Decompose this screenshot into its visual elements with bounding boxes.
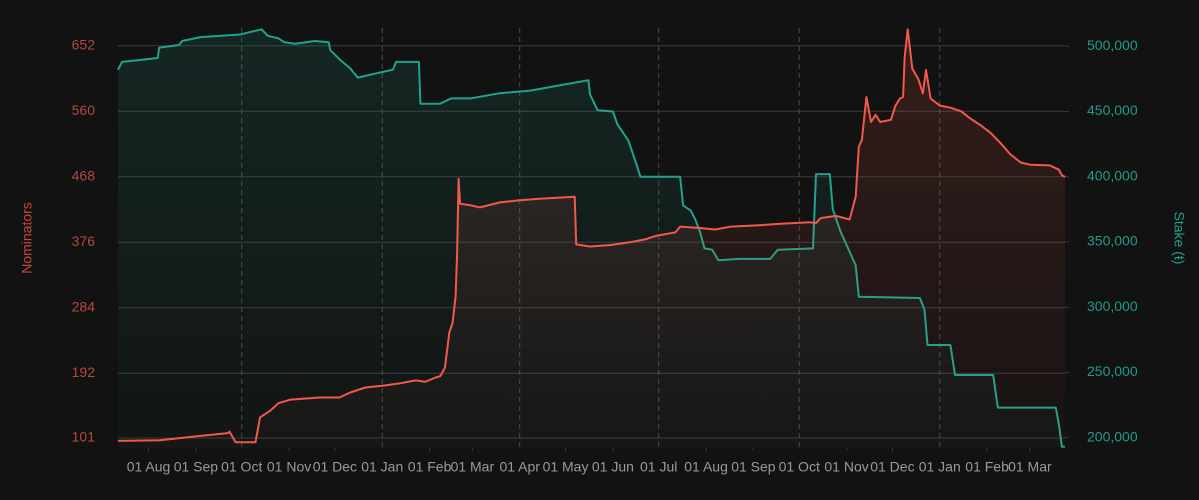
x-tick-label: 01 Nov (267, 459, 311, 475)
x-tick-label: 01 Jul (640, 459, 677, 475)
y2-tick-label: 400,000 (1087, 167, 1138, 183)
x-tick-label: 01 Nov (824, 459, 868, 475)
y2-tick-label: 450,000 (1087, 102, 1138, 118)
x-tick-label: 01 Aug (684, 459, 728, 475)
x-tick-label: 01 Mar (1008, 459, 1052, 475)
x-tick-label: 01 Jan (361, 459, 403, 475)
series-line (117, 28, 1066, 444)
x-tick-label: 01 Feb (965, 459, 1009, 475)
x-tick-label: 01 May (543, 459, 589, 475)
x-tick-label: 01 Apr (499, 459, 540, 475)
y-tick-label: 468 (72, 167, 96, 183)
x-tick-label: 01 Oct (221, 459, 262, 475)
x-tick-label: 01 Feb (408, 459, 452, 475)
y2-axis-title: Stake (ŧ) (1171, 212, 1187, 265)
x-tick-label: 01 Dec (313, 459, 357, 475)
data-layer (117, 28, 1066, 449)
y2-tick-label: 350,000 (1087, 233, 1138, 249)
y2-tick-label: 300,000 (1087, 298, 1138, 314)
y-tick-label: 652 (72, 36, 96, 52)
y-tick-label: 192 (72, 364, 96, 380)
y-axis-title: Nominators (19, 202, 35, 274)
y2-tick-label: 200,000 (1087, 428, 1138, 444)
x-tick-label: 01 Jan (919, 459, 961, 475)
series-area (118, 29, 1065, 449)
x-tick-label: 01 Oct (779, 459, 820, 475)
y-tick-label: 101 (72, 429, 96, 445)
x-tick-label: 01 Jun (592, 459, 634, 475)
y-tick-label: 560 (72, 102, 96, 118)
y-tick-label: 376 (72, 233, 96, 249)
y2-tick-label: 500,000 (1087, 37, 1138, 53)
y2-tick-label: 250,000 (1087, 363, 1138, 379)
x-tick-label: 01 Aug (127, 459, 171, 475)
x-tick-label: 01 Dec (870, 459, 914, 475)
x-tick-label: 01 Sep (731, 459, 776, 475)
x-tick-label: 01 Mar (451, 459, 495, 475)
x-tick-label: 01 Sep (174, 459, 219, 475)
y-tick-label: 284 (72, 298, 96, 314)
